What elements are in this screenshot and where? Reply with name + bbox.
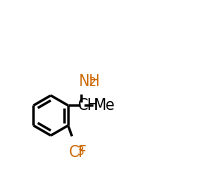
Text: CF: CF	[68, 145, 86, 160]
Text: 2: 2	[88, 76, 95, 89]
Text: 3: 3	[76, 145, 84, 158]
Text: NH: NH	[79, 74, 101, 89]
Text: Me: Me	[94, 98, 115, 113]
Text: CH: CH	[77, 98, 98, 113]
